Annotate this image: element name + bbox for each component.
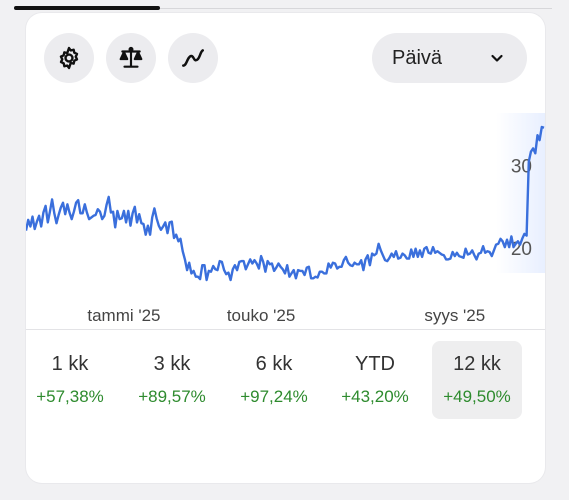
tab-strip [0, 0, 569, 12]
chart-style-button[interactable] [168, 33, 218, 83]
period-3-months[interactable]: 3 kk +89,57% [127, 341, 217, 419]
period-ytd[interactable]: YTD +43,20% [330, 341, 420, 419]
price-line [26, 125, 545, 282]
x-tick-label: syys '25 [424, 306, 485, 325]
period-label: 3 kk [153, 353, 191, 375]
chart-toolbar: Päivä [44, 33, 527, 83]
balance-scale-icon [119, 46, 143, 68]
settings-button[interactable] [44, 33, 94, 83]
period-selector: 1 kk +57,38% 3 kk +89,57% 6 kk +97,24% Y… [26, 341, 545, 421]
x-tick-label: touko '25 [227, 306, 295, 325]
range-select[interactable]: Päivä [372, 33, 527, 83]
range-select-value: Päivä [392, 46, 443, 69]
y-tick-label: 30 [511, 157, 532, 178]
trend-line-icon [182, 49, 204, 67]
period-label: 12 kk [453, 353, 501, 375]
chevron-down-icon [491, 54, 503, 62]
period-change: +49,50% [443, 387, 511, 406]
period-label: 1 kk [51, 353, 89, 375]
period-label: 6 kk [255, 353, 293, 375]
period-change: +43,20% [341, 387, 409, 406]
stock-chart-card: Päivä 20 30 tammi '25 touko '25 syys '25 1 k… [26, 13, 545, 483]
chart-divider [26, 329, 545, 330]
period-6-months[interactable]: 6 kk +97,24% [229, 341, 319, 419]
period-change: +97,24% [240, 387, 308, 406]
period-label: YTD [355, 353, 395, 375]
period-12-months[interactable]: 12 kk +49,50% [432, 341, 522, 419]
compare-button[interactable] [106, 33, 156, 83]
price-chart[interactable]: 20 30 tammi '25 touko '25 syys '25 [26, 103, 545, 333]
period-change: +89,57% [138, 387, 206, 406]
active-tab-indicator [14, 6, 160, 10]
period-1-month[interactable]: 1 kk +57,38% [26, 341, 115, 419]
tab-strip-divider [160, 8, 552, 9]
gear-icon [59, 46, 79, 70]
x-tick-label: tammi '25 [87, 306, 160, 325]
period-change: +57,38% [36, 387, 104, 406]
